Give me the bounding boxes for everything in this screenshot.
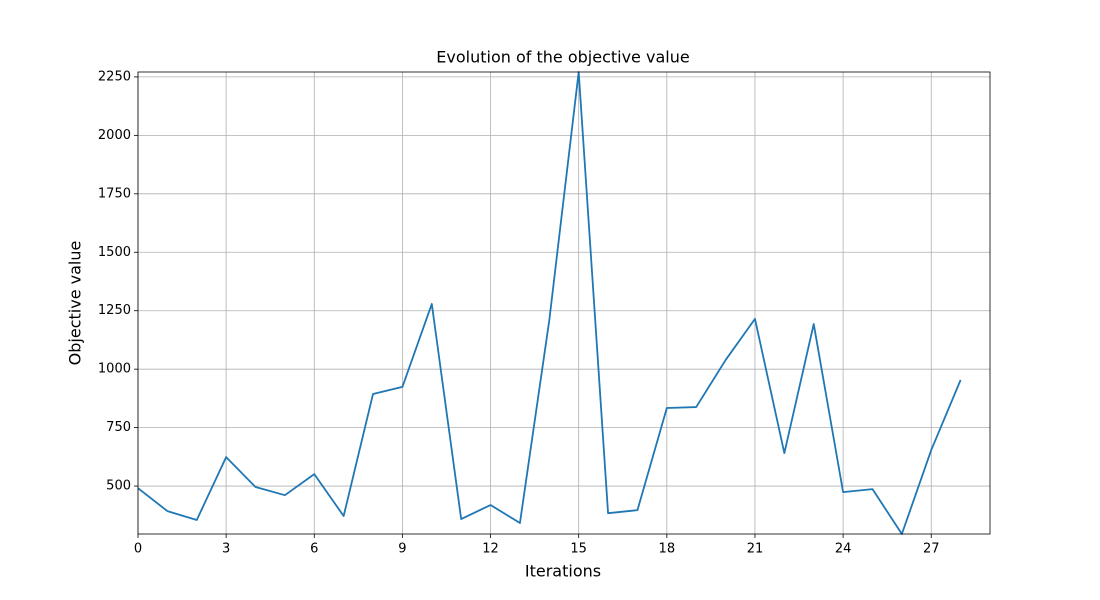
x-tick-label: 27 [923, 542, 940, 557]
x-tick-label: 21 [747, 542, 764, 557]
y-tick-label: 2000 [98, 128, 131, 143]
y-axis-label: Objective value [66, 241, 85, 366]
y-tick-label: 1500 [98, 245, 131, 260]
data-line [137, 71, 962, 535]
x-tick-label: 15 [570, 542, 587, 557]
x-axis-label: Iterations [525, 562, 601, 581]
y-tick-label: 750 [106, 420, 131, 435]
y-tick-label: 500 [106, 479, 131, 494]
x-tick-label: 24 [835, 542, 852, 557]
x-tick-label: 18 [659, 542, 676, 557]
plot-frame [137, 71, 991, 535]
x-tick-label: 3 [222, 542, 230, 557]
y-tick-label: 2250 [98, 69, 131, 84]
y-tick-label: 1000 [98, 362, 131, 377]
y-tick-label: 1250 [98, 303, 131, 318]
x-tick-label: 9 [398, 542, 406, 557]
x-tick-label: 12 [482, 542, 499, 557]
x-tick-label: 6 [310, 542, 318, 557]
y-tick-label: 1750 [98, 186, 131, 201]
x-tick-label: 0 [134, 542, 142, 557]
chart-title: Evolution of the objective value [436, 48, 689, 67]
